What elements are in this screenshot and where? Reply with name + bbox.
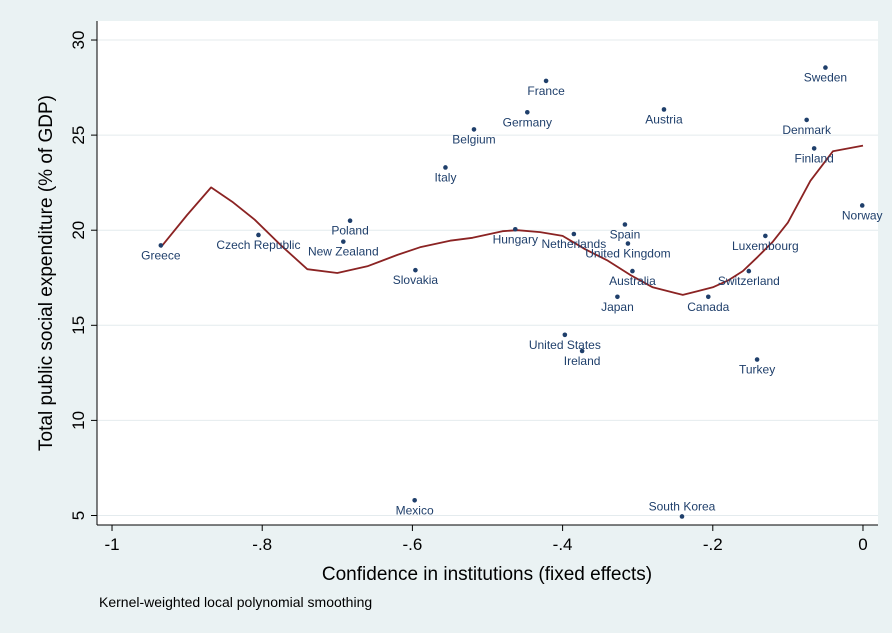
data-point	[661, 107, 667, 112]
data-point	[622, 222, 628, 227]
point-label: France	[527, 84, 565, 98]
point-label: United States	[529, 338, 601, 352]
point-label: Canada	[687, 300, 729, 314]
x-tick-label: -.6	[402, 535, 422, 554]
axes	[96, 21, 878, 526]
point-label: Greece	[141, 248, 181, 262]
data-point	[347, 218, 353, 223]
point-label: Turkey	[739, 363, 775, 377]
point-label: Sweden	[804, 71, 847, 85]
point-label: United Kingdom	[585, 247, 670, 261]
data-point	[746, 268, 752, 274]
point-label: Ireland	[564, 354, 601, 368]
smooth-line	[160, 144, 864, 296]
point-label: Netherlands	[542, 237, 607, 251]
y-tick-label: 10	[69, 411, 88, 430]
point-label: Finland	[794, 151, 833, 165]
data-point	[525, 109, 530, 115]
point-label: New Zealand	[308, 245, 379, 259]
data-point	[412, 497, 417, 503]
point-label: Luxembourg	[732, 239, 799, 253]
y-axis-title: Total public social expenditure (% of GD…	[36, 95, 57, 451]
point-label: Denmark	[782, 123, 832, 137]
plot-area	[97, 21, 878, 525]
x-tick-label: 0	[858, 535, 867, 554]
point-label: Poland	[331, 224, 368, 238]
data-point	[625, 241, 631, 246]
x-tick-label: -.2	[703, 535, 723, 554]
data-point	[471, 127, 477, 132]
data-point	[413, 267, 418, 273]
point-label: Norway	[842, 208, 883, 222]
y-tick-label: 15	[69, 316, 88, 335]
point-label: Hungary	[493, 232, 538, 246]
data-point	[823, 65, 828, 70]
data-point	[543, 78, 549, 84]
chart-note: Kernel-weighted local polynomial smoothi…	[99, 594, 372, 610]
data-point	[512, 226, 518, 232]
point-label: Slovakia	[393, 273, 439, 287]
point-label: Belgium	[452, 132, 495, 146]
x-axis-title: Confidence in institutions (fixed effect…	[322, 564, 652, 585]
point-label: Italy	[434, 170, 456, 184]
point-label: Germany	[503, 115, 552, 129]
point-label: Switzerland	[718, 274, 780, 288]
data-point	[256, 232, 261, 238]
data-point	[763, 233, 768, 239]
y-tick-label: 20	[69, 221, 88, 240]
data-point	[562, 332, 568, 338]
data-point	[859, 203, 865, 208]
x-ticks: -1 -.8 -.6 -.4 -.2 0	[104, 525, 868, 554]
point-label: Mexico	[396, 503, 434, 517]
gridlines	[97, 39, 878, 516]
point-label: Austria	[645, 112, 683, 126]
point-label: Japan	[601, 300, 634, 314]
data-point	[341, 239, 346, 244]
y-tick-label: 25	[69, 126, 88, 145]
data-point	[579, 348, 585, 354]
data-point	[158, 243, 164, 248]
data-point	[571, 231, 577, 237]
x-tick-label: -1	[104, 535, 119, 554]
point-label: Australia	[609, 274, 656, 288]
y-tick-label: 30	[69, 31, 88, 50]
data-point	[443, 165, 448, 170]
points-group: Greece Czech Republic Poland New Zealand Slo…	[141, 65, 883, 519]
data-point	[804, 117, 809, 123]
data-point	[754, 357, 760, 362]
x-tick-label: -.4	[553, 535, 573, 554]
point-label: South Korea	[649, 499, 716, 513]
x-tick-label: -.8	[252, 535, 272, 554]
point-label: Spain	[610, 228, 641, 242]
data-point	[811, 146, 817, 151]
y-ticks: 5 10 15 20 25 30	[69, 31, 97, 520]
y-tick-label: 5	[69, 511, 88, 520]
smooth-line-group	[160, 144, 864, 296]
point-label: Czech Republic	[216, 238, 300, 252]
data-point	[679, 514, 685, 519]
data-point	[615, 294, 620, 300]
data-point	[630, 268, 635, 274]
data-point	[705, 294, 711, 300]
